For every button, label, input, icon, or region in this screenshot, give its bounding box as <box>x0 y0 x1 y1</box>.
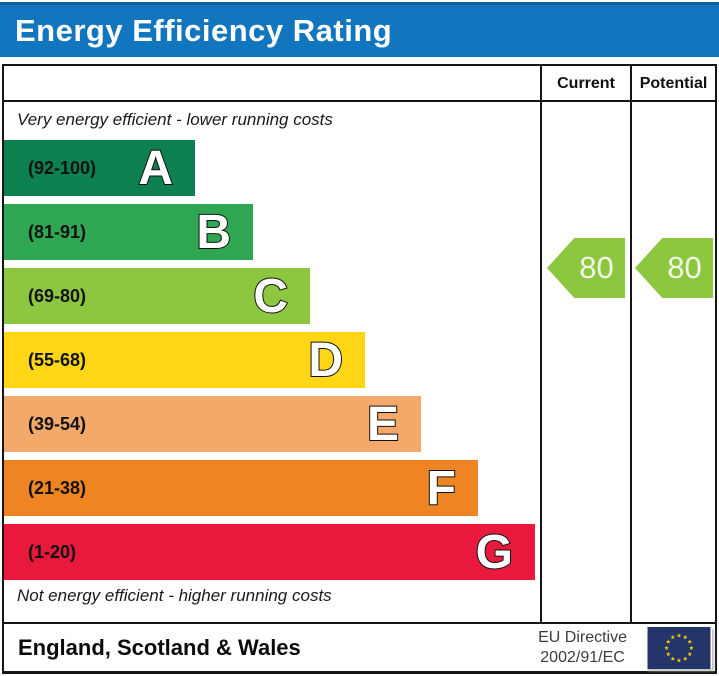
band-range-label: (81-91) <box>28 222 87 242</box>
band-row-d: (55-68) D <box>4 332 365 388</box>
band-range-label: (1-20) <box>28 542 77 562</box>
eu-directive-line2: 2002/91/EC <box>540 649 625 666</box>
footer-divider <box>4 622 715 624</box>
potential-column-divider <box>630 66 632 624</box>
band-row-g: (1-20) G <box>4 524 535 580</box>
band-row-a: (92-100) A <box>4 140 195 196</box>
bottom-note: Not energy efficient - higher running co… <box>17 586 332 605</box>
band-row-e: (39-54) E <box>4 396 421 452</box>
top-note: Very energy efficient - lower running co… <box>17 110 333 129</box>
band-letter: C <box>252 269 289 324</box>
band-range-label: (55-68) <box>28 350 87 370</box>
band-letter: D <box>307 333 344 388</box>
band-letter: E <box>366 397 400 452</box>
column-header-potential: Potential <box>639 75 708 92</box>
band-letter: A <box>137 141 174 196</box>
band-range-label: (21-38) <box>28 478 87 498</box>
current-column-divider <box>540 66 542 624</box>
title-bar: Energy Efficiency Rating <box>0 2 719 57</box>
potential-rating-value: 80 <box>667 250 702 285</box>
region-label: England, Scotland & Wales <box>18 635 301 660</box>
band-range-label: (92-100) <box>28 158 97 178</box>
current-rating-arrow: 80 <box>547 238 625 298</box>
column-header-current: Current <box>557 75 615 92</box>
band-letter: F <box>426 461 457 516</box>
rating-table: Current Potential Very energy efficient … <box>2 64 717 674</box>
band-row-c: (69-80) C <box>4 268 310 324</box>
eu-flag-icon <box>647 627 711 669</box>
eu-directive-line1: EU Directive <box>538 629 627 646</box>
current-rating-value: 80 <box>579 250 614 285</box>
band-row-b: (81-91) B <box>4 204 253 260</box>
band-row-f: (21-38) F <box>4 460 478 516</box>
band-letter: G <box>475 525 514 580</box>
page-title: Energy Efficiency Rating <box>15 13 393 48</box>
band-letter: B <box>195 205 232 260</box>
band-range-label: (39-54) <box>28 414 87 434</box>
potential-rating-arrow: 80 <box>635 238 713 298</box>
header-underline <box>4 100 715 102</box>
band-range-label: (69-80) <box>28 286 87 306</box>
footer: England, Scotland & Wales EU Directive 2… <box>4 624 715 671</box>
eu-directive-label: EU Directive 2002/91/EC <box>538 628 627 668</box>
